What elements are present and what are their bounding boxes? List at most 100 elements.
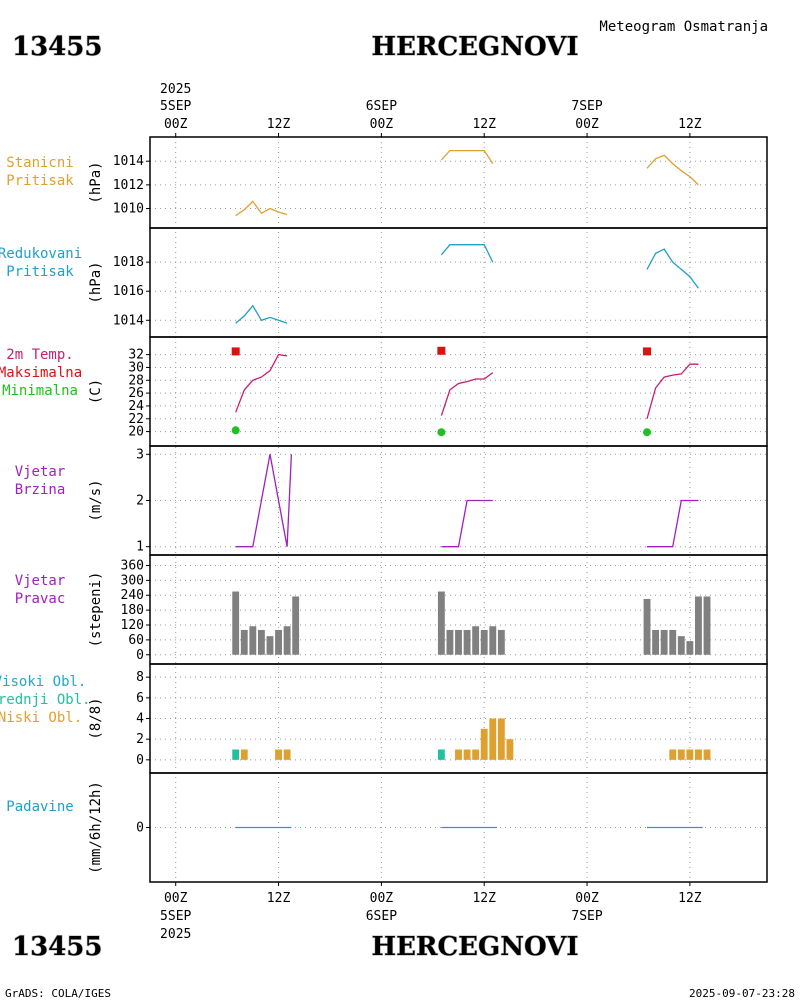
series-bar (480, 629, 488, 655)
axis-unit-label: (mm/6h/12h) (88, 781, 104, 874)
panel-label: Srednji Obl. (0, 692, 91, 708)
series-line (235, 200, 288, 217)
series-bar (437, 749, 445, 760)
series-bar (652, 629, 660, 655)
series-bar (703, 749, 711, 760)
y-tick-label: 26 (128, 386, 144, 401)
y-tick-label: 24 (128, 399, 144, 414)
panel-frame (149, 336, 768, 447)
y-tick-label: 1018 (113, 255, 144, 270)
panel-label: Vjetar (15, 464, 66, 480)
series-bar (446, 629, 454, 655)
station-id-bottom: 13455 (12, 932, 102, 962)
panel-label: Maksimalna (0, 365, 82, 381)
y-tick-label: 1 (136, 540, 144, 555)
series-bar (283, 749, 291, 760)
y-tick-label: 28 (128, 373, 144, 388)
series-bar (437, 591, 445, 655)
y-tick-label: 0 (136, 821, 144, 836)
panel-label: 2m Temp. (6, 347, 73, 363)
chart-title: Meteogram Osmatranja (599, 19, 768, 35)
series-bar (472, 749, 480, 760)
max-temp-marker (231, 347, 240, 356)
min-temp-marker (643, 428, 652, 437)
station-id-top: 13455 (12, 32, 102, 62)
y-tick-label: 2 (136, 732, 144, 747)
year-label: 2025 (160, 927, 191, 942)
series-line (440, 372, 494, 416)
y-tick-label: 120 (121, 618, 144, 633)
series-bar (677, 749, 685, 760)
min-temp-marker (437, 428, 446, 437)
series-bar (463, 629, 471, 655)
y-tick-label: 180 (121, 603, 144, 618)
plot-area: 101010121014(hPa)StanicniPritisak1014101… (0, 82, 768, 942)
y-tick-label: 1010 (113, 202, 144, 217)
day-label: 6SEP (366, 99, 397, 114)
series-bar (283, 626, 291, 655)
series-bar (489, 718, 497, 760)
axis-unit-label: (m/s) (88, 479, 104, 521)
y-tick-label: 22 (128, 412, 144, 427)
year-label: 2025 (160, 82, 191, 97)
panel-label: Padavine (6, 799, 73, 815)
panel-label: Niski Obl. (0, 710, 82, 726)
y-tick-label: 32 (128, 348, 144, 363)
x-tick-label: 12Z (472, 891, 496, 906)
series-bar (472, 626, 480, 655)
x-tick-label: 12Z (472, 117, 496, 132)
y-tick-label: 30 (128, 360, 144, 375)
series-bar (686, 749, 694, 760)
x-tick-label: 00Z (370, 117, 394, 132)
y-tick-label: 6 (136, 691, 144, 706)
x-tick-label: 12Z (678, 117, 702, 132)
series-line (235, 454, 293, 548)
y-tick-label: 360 (121, 558, 144, 573)
y-tick-label: 20 (128, 425, 144, 440)
day-label: 7SEP (571, 99, 602, 114)
series-line (440, 149, 494, 164)
series-bar (275, 749, 282, 760)
series-bar (703, 596, 711, 655)
x-tick-label: 00Z (575, 117, 599, 132)
series-line (647, 499, 699, 548)
series-bar (695, 596, 702, 655)
y-tick-label: 3 (136, 447, 144, 462)
series-bar (660, 629, 668, 655)
x-tick-label: 12Z (678, 891, 702, 906)
panel-label: Vjetar (15, 573, 66, 589)
x-tick-label: 12Z (267, 117, 291, 132)
x-tick-label: 12Z (267, 891, 291, 906)
series-bar (257, 629, 265, 655)
series-bar (695, 749, 702, 760)
series-line (440, 244, 494, 263)
axis-unit-label: (C) (88, 379, 104, 404)
panel-label: Minimalna (2, 383, 78, 399)
footer-timestamp: 2025-09-07-23:28 (689, 987, 795, 1000)
x-tick-label: 00Z (575, 891, 599, 906)
series-bar (275, 629, 282, 655)
y-tick-label: 8 (136, 670, 144, 685)
y-tick-label: 0 (136, 648, 144, 663)
y-tick-label: 240 (121, 588, 144, 603)
panel-label: Brzina (15, 482, 66, 498)
axis-unit-label: (hPa) (88, 161, 104, 203)
series-bar (669, 749, 677, 760)
panel-label: Pritisak (6, 264, 74, 280)
x-tick-label: 00Z (370, 891, 394, 906)
min-temp-marker (231, 426, 240, 435)
axis-unit-label: (8/8) (88, 697, 104, 739)
axis-unit-label: (hPa) (88, 261, 104, 303)
axis-unit-label: (stepeni) (88, 572, 104, 648)
series-line (235, 353, 288, 413)
panel-label: Redukovani (0, 246, 82, 262)
panel-label: Stanicni (6, 155, 73, 171)
series-bar (240, 749, 248, 760)
x-tick-label: 00Z (164, 117, 188, 132)
series-bar (686, 641, 694, 655)
y-tick-label: 60 (128, 633, 144, 648)
series-bar (506, 739, 514, 760)
panel-label: Pritisak (6, 173, 74, 189)
series-bar (455, 749, 462, 760)
y-tick-label: 1016 (113, 284, 144, 299)
